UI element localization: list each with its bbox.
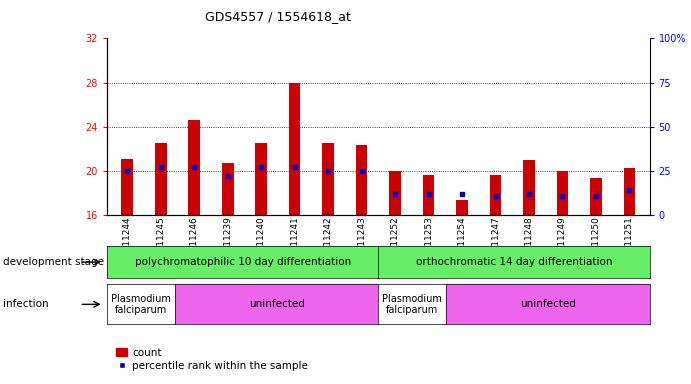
Text: polychromatophilic 10 day differentiation: polychromatophilic 10 day differentiatio…: [135, 257, 351, 267]
Bar: [189, 120, 200, 215]
Bar: [155, 143, 167, 215]
Text: uninfected: uninfected: [520, 299, 576, 310]
Bar: [289, 83, 301, 215]
Text: orthochromatic 14 day differentiation: orthochromatic 14 day differentiation: [416, 257, 612, 267]
Bar: [255, 143, 267, 215]
Bar: [423, 175, 435, 215]
Bar: [523, 160, 535, 215]
Bar: [389, 171, 401, 215]
Text: infection: infection: [3, 299, 49, 310]
Bar: [557, 171, 568, 215]
Bar: [356, 146, 368, 215]
Bar: [456, 200, 468, 215]
Text: development stage: development stage: [3, 257, 104, 267]
Text: Plasmodium
falciparum: Plasmodium falciparum: [111, 293, 171, 315]
Bar: [623, 167, 635, 215]
Text: Plasmodium
falciparum: Plasmodium falciparum: [382, 293, 442, 315]
Legend: count, percentile rank within the sample: count, percentile rank within the sample: [113, 344, 312, 375]
Bar: [590, 177, 602, 215]
Text: GDS4557 / 1554618_at: GDS4557 / 1554618_at: [205, 10, 350, 23]
Bar: [122, 159, 133, 215]
Bar: [490, 175, 502, 215]
Bar: [222, 163, 234, 215]
Bar: [322, 143, 334, 215]
Text: uninfected: uninfected: [249, 299, 305, 310]
